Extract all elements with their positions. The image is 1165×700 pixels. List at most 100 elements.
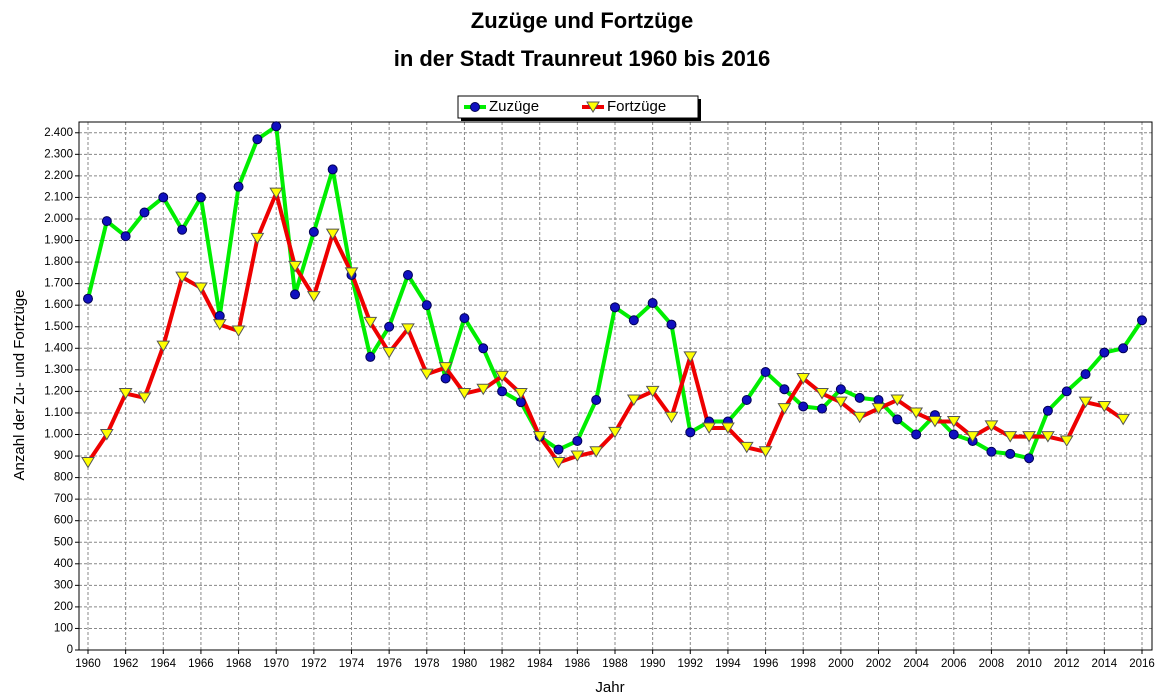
marker	[815, 388, 829, 400]
marker	[118, 388, 133, 400]
y-tick-label: 600	[54, 515, 73, 527]
marker	[628, 315, 639, 326]
marker	[833, 396, 848, 409]
x-tick-label: 1998	[790, 658, 816, 670]
marker	[156, 340, 171, 353]
marker	[306, 291, 321, 303]
marker	[965, 431, 980, 443]
marker	[928, 416, 942, 428]
marker	[685, 427, 696, 438]
x-tick-label: 2016	[1129, 658, 1155, 670]
y-tick-label: 300	[54, 579, 73, 591]
marker	[177, 224, 188, 235]
marker	[553, 444, 564, 455]
marker	[591, 395, 602, 406]
marker	[476, 383, 491, 396]
marker	[401, 323, 415, 335]
marker	[1061, 386, 1072, 397]
marker	[892, 414, 903, 425]
x-tick-label: 1990	[640, 658, 666, 670]
marker	[1097, 400, 1112, 413]
y-tick-label: 1.900	[44, 235, 73, 247]
marker	[271, 121, 282, 132]
marker	[721, 422, 735, 434]
x-tick-label: 1978	[414, 658, 440, 670]
marker	[610, 302, 620, 313]
marker	[1078, 396, 1093, 409]
y-tick-label: 2.400	[44, 127, 73, 139]
marker	[739, 441, 754, 454]
x-tick-label: 1982	[489, 658, 515, 670]
marker	[1022, 431, 1036, 443]
marker	[421, 300, 432, 311]
x-tick-label: 2000	[828, 658, 854, 670]
marker	[514, 388, 528, 400]
marker	[1099, 347, 1110, 358]
plot-frame	[78, 121, 1153, 651]
marker	[626, 394, 641, 406]
marker	[363, 316, 378, 329]
marker	[911, 429, 922, 440]
marker	[586, 101, 600, 113]
marker	[570, 450, 585, 463]
marker	[384, 321, 395, 332]
marker	[666, 319, 677, 330]
marker	[1080, 369, 1091, 380]
marker	[252, 134, 263, 145]
marker	[288, 260, 302, 273]
x-tick-label: 1962	[113, 658, 139, 670]
marker	[986, 446, 997, 457]
x-tick-label: 2002	[866, 658, 892, 670]
marker	[1003, 431, 1018, 443]
marker	[948, 429, 959, 440]
marker	[120, 231, 131, 242]
y-tick-label: 100	[54, 622, 73, 634]
y-tick-label: 1.500	[44, 321, 73, 333]
x-tick-label: 1986	[565, 658, 591, 670]
legend-label: Fortzüge	[607, 98, 666, 115]
marker	[250, 232, 265, 245]
marker	[158, 192, 169, 203]
marker	[440, 373, 451, 384]
chart-title: Zuzüge und Fortzüge	[471, 8, 693, 33]
marker	[835, 384, 846, 395]
marker	[589, 446, 604, 458]
y-tick-label: 1.200	[44, 385, 73, 397]
marker	[779, 384, 790, 395]
marker	[194, 282, 208, 294]
marker	[532, 431, 547, 443]
marker	[551, 457, 566, 469]
marker	[212, 319, 227, 331]
marker	[327, 164, 338, 175]
x-tick-label: 2004	[903, 658, 929, 670]
marker	[1041, 431, 1055, 443]
marker	[1005, 448, 1016, 459]
x-tick-label: 1960	[75, 658, 101, 670]
x-tick-label: 2010	[1016, 658, 1042, 670]
marker	[344, 267, 359, 279]
marker	[139, 207, 150, 218]
x-axis-label: Jahr	[595, 679, 624, 696]
x-tick-label: 1988	[602, 658, 628, 670]
marker	[402, 270, 413, 281]
x-tick-label: 1996	[753, 658, 779, 670]
x-tick-label: 2014	[1092, 658, 1118, 670]
marker	[852, 411, 867, 424]
marker	[233, 181, 244, 192]
x-tick-label: 1968	[226, 658, 252, 670]
marker	[1118, 343, 1129, 354]
marker	[760, 366, 771, 377]
marker	[1137, 315, 1147, 326]
marker	[438, 362, 453, 374]
x-tick-label: 1974	[339, 658, 365, 670]
legend-box	[457, 95, 699, 119]
x-tick-label: 1972	[301, 658, 327, 670]
legend-label: Zuzüge	[489, 98, 539, 115]
y-tick-label: 0	[67, 644, 73, 656]
y-tick-label: 1.400	[44, 342, 73, 354]
marker	[702, 422, 716, 434]
marker	[572, 435, 583, 446]
x-tick-label: 1994	[715, 658, 741, 670]
plot-area	[79, 122, 1152, 650]
marker	[308, 226, 319, 237]
